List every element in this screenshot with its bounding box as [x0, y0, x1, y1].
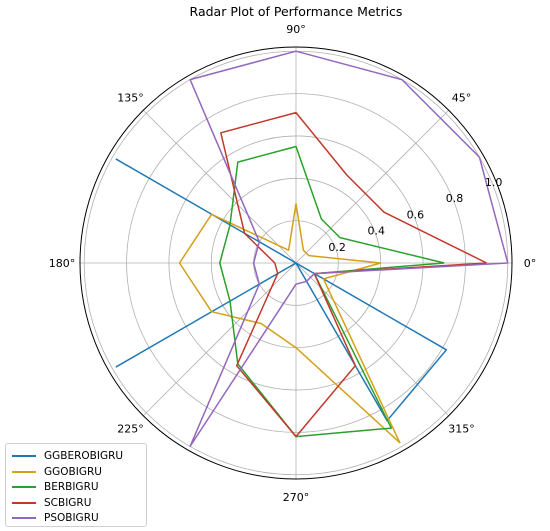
legend-swatch: [12, 501, 36, 504]
angle-tick-label: 45°: [452, 92, 472, 105]
legend-item: GGOBIGRU: [12, 464, 102, 480]
series-line-ggobigru: [178, 202, 401, 444]
grid-spoke: [142, 109, 297, 264]
angle-tick-label: 90°: [286, 23, 306, 36]
radial-tick-label: 0.2: [328, 241, 346, 254]
legend-item: SCBIGRU: [12, 495, 91, 511]
radial-tick-label: 1.0: [485, 176, 503, 189]
legend-swatch: [12, 455, 36, 457]
legend-swatch: [12, 470, 36, 473]
legend-label: GGOBIGRU: [44, 465, 102, 478]
angle-tick-label: 315°: [448, 423, 475, 436]
series-layer: [115, 50, 509, 448]
legend-swatch: [12, 486, 36, 488]
chart-title: Radar Plot of Performance Metrics: [190, 4, 403, 19]
radial-tick-label: 0.6: [407, 208, 425, 221]
polar-frame: [79, 46, 513, 480]
series-line-scbigru: [220, 111, 487, 438]
legend-item: GGBEROBIGRU: [12, 448, 123, 464]
legend: GGBEROBIGRU GGOBIGRU BERBIGRU SCBIGRU PSOBIG…: [5, 443, 147, 527]
radial-tick-label: 0.4: [368, 225, 386, 238]
legend-item: PSOBIGRU: [12, 510, 99, 526]
angle-tick-label: 180°: [49, 257, 76, 270]
series-line-berbigru: [219, 145, 445, 438]
angle-tick-label: 135°: [117, 92, 144, 105]
grid-spoke: [295, 262, 450, 417]
legend-label: BERBIGRU: [44, 481, 99, 493]
angle-tick-label: 270°: [283, 491, 310, 504]
angle-tick-label: 0°: [524, 257, 537, 270]
legend-swatch: [12, 517, 36, 519]
grid-spoke: [295, 109, 450, 264]
angle-tick-label: 225°: [117, 423, 144, 436]
legend-item: BERBIGRU: [12, 479, 99, 495]
series-line-psobigru: [189, 50, 509, 448]
legend-label: PSOBIGRU: [44, 512, 99, 524]
axis-labels: 0° 45° 90° 135° 180° 225° 270° 315° 0.2 0.4 0.6 0.8…: [49, 23, 537, 504]
legend-label: GGBEROBIGRU: [44, 450, 124, 462]
legend-label: SCBIGRU: [44, 496, 92, 509]
series-line-ggberobigru: [115, 158, 448, 422]
radial-tick-label: 0.8: [446, 192, 464, 205]
grid-spoke: [142, 262, 297, 417]
